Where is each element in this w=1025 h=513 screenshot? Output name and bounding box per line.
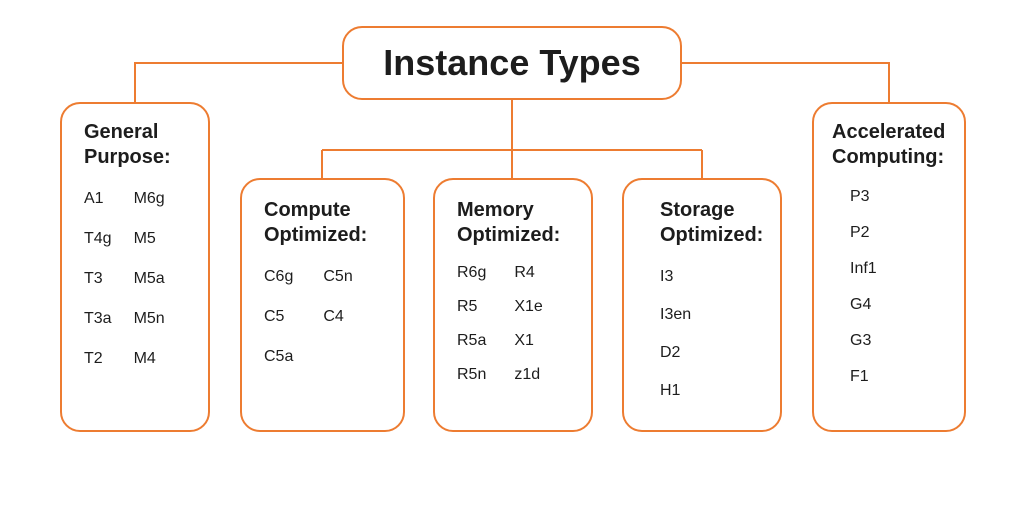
- instance-type: G4: [850, 296, 877, 314]
- instance-type: Inf1: [850, 260, 877, 278]
- category-memory-optimized: Memory Optimized: R6g R5 R5a R5n R4 X1e …: [433, 178, 593, 432]
- title-line: Optimized:: [264, 224, 367, 246]
- instance-type: z1d: [514, 366, 542, 384]
- instance-type: P2: [850, 224, 877, 242]
- instance-type: T3a: [84, 310, 112, 328]
- instance-type: T3: [84, 270, 112, 288]
- items-grid: A1 T4g T3 T3a T2 M6g M5 M5a M5n M4: [84, 190, 186, 368]
- instance-type: I3: [660, 268, 691, 286]
- instance-type: D2: [660, 344, 691, 362]
- instance-type: C4: [323, 308, 352, 326]
- instance-type: C5a: [264, 348, 293, 366]
- instance-type: T2: [84, 350, 112, 368]
- instance-type: G3: [850, 332, 877, 350]
- title-line: Purpose:: [84, 146, 171, 168]
- items-grid: R6g R5 R5a R5n R4 X1e X1 z1d: [457, 264, 569, 384]
- instance-type: F1: [850, 368, 877, 386]
- root-box: Instance Types: [342, 26, 682, 100]
- connector-left: [135, 63, 342, 102]
- items-col: M6g M5 M5a M5n M4: [134, 190, 165, 368]
- title-line: Compute: [264, 199, 351, 221]
- diagram-canvas: Instance Types General Purpose: A1 T4g T…: [0, 0, 1025, 513]
- items-col: P3 P2 Inf1 G4 G3 F1: [850, 188, 877, 386]
- instance-type: R6g: [457, 264, 486, 282]
- instance-type: M5: [134, 230, 165, 248]
- category-storage-optimized: Storage Optimized: I3 I3en D2 H1: [622, 178, 782, 432]
- category-title: Accelerated Computing:: [832, 120, 950, 170]
- instance-type: T4g: [84, 230, 112, 248]
- items-col: R6g R5 R5a R5n: [457, 264, 486, 384]
- category-title: General Purpose:: [84, 120, 186, 170]
- category-general-purpose: General Purpose: A1 T4g T3 T3a T2 M6g M5…: [60, 102, 210, 432]
- category-accelerated-computing: Accelerated Computing: P3 P2 Inf1 G4 G3 …: [812, 102, 966, 432]
- category-compute-optimized: Compute Optimized: C6g C5 C5a C5n C4: [240, 178, 405, 432]
- instance-type: A1: [84, 190, 112, 208]
- instance-type: R4: [514, 264, 542, 282]
- items-grid: C6g C5 C5a C5n C4: [264, 268, 381, 366]
- instance-type: M4: [134, 350, 165, 368]
- instance-type: R5a: [457, 332, 486, 350]
- instance-type: X1: [514, 332, 542, 350]
- items-grid: P3 P2 Inf1 G4 G3 F1: [832, 188, 950, 386]
- title-line: Accelerated: [832, 121, 945, 143]
- items-col: I3 I3en D2 H1: [660, 268, 691, 400]
- items-col: C6g C5 C5a: [264, 268, 293, 366]
- items-col: R4 X1e X1 z1d: [514, 264, 542, 384]
- category-title: Memory Optimized:: [457, 198, 569, 248]
- items-grid: I3 I3en D2 H1: [660, 268, 744, 400]
- title-line: Optimized:: [660, 224, 763, 246]
- items-col: C5n C4: [323, 268, 352, 366]
- instance-type: M6g: [134, 190, 165, 208]
- connector-right: [682, 63, 889, 102]
- instance-type: M5n: [134, 310, 165, 328]
- instance-type: M5a: [134, 270, 165, 288]
- instance-type: P3: [850, 188, 877, 206]
- instance-type: R5: [457, 298, 486, 316]
- title-line: Storage: [660, 199, 734, 221]
- category-title: Storage Optimized:: [660, 198, 744, 248]
- instance-type: I3en: [660, 306, 691, 324]
- instance-type: C6g: [264, 268, 293, 286]
- title-line: Memory: [457, 199, 534, 221]
- root-title: Instance Types: [383, 42, 640, 84]
- title-line: Optimized:: [457, 224, 560, 246]
- instance-type: C5n: [323, 268, 352, 286]
- instance-type: X1e: [514, 298, 542, 316]
- items-col: A1 T4g T3 T3a T2: [84, 190, 112, 368]
- title-line: General: [84, 121, 158, 143]
- instance-type: C5: [264, 308, 293, 326]
- category-title: Compute Optimized:: [264, 198, 381, 248]
- instance-type: R5n: [457, 366, 486, 384]
- instance-type: H1: [660, 382, 691, 400]
- title-line: Computing:: [832, 146, 944, 168]
